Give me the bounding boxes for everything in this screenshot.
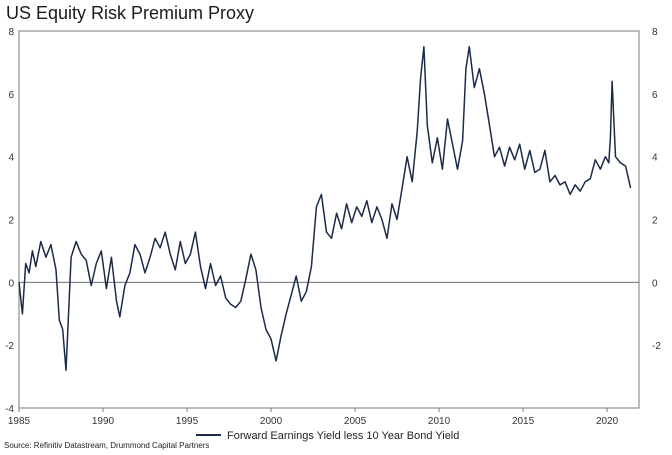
x-tick-label: 2005 bbox=[344, 416, 367, 427]
y-tick-label-right: 0 bbox=[652, 278, 658, 289]
y-tick-label-left: 6 bbox=[8, 90, 14, 101]
x-tick-label: 2000 bbox=[260, 416, 283, 427]
series-line-equity-risk-premium bbox=[18, 45, 632, 372]
y-axis-right: -2 0 2 4 6 8 bbox=[652, 27, 661, 352]
y-tick-label-right: 6 bbox=[652, 90, 658, 101]
plot-frame bbox=[18, 30, 640, 409]
legend: Forward Earnings Yield less 10 Year Bond… bbox=[196, 430, 459, 442]
y-tick-label-left: 2 bbox=[8, 216, 14, 227]
y-tick-label-left: -4 bbox=[5, 404, 14, 415]
x-tick-label: 2015 bbox=[512, 416, 535, 427]
y-tick-label-right: 8 bbox=[652, 27, 658, 38]
y-axis-left: -4 -2 0 2 4 6 8 bbox=[5, 27, 14, 415]
y-tick-label-left: 0 bbox=[8, 278, 14, 289]
y-tick-label-right: 2 bbox=[652, 216, 658, 227]
y-tick-label-right: -2 bbox=[652, 341, 661, 352]
x-tick-label: 1995 bbox=[176, 416, 199, 427]
chart-title: US Equity Risk Premium Proxy bbox=[6, 3, 255, 23]
x-tick-label: 2010 bbox=[428, 416, 451, 427]
legend-label: Forward Earnings Yield less 10 Year Bond… bbox=[227, 430, 459, 442]
source-note: Source: Refinitiv Datastream, Drummond C… bbox=[4, 441, 210, 450]
y-tick-label-left: 8 bbox=[8, 27, 14, 38]
y-tick-label-right: 4 bbox=[652, 153, 658, 164]
x-tick-label: 1985 bbox=[8, 416, 31, 427]
y-tick-label-left: -2 bbox=[5, 341, 14, 352]
x-tick-label: 2020 bbox=[596, 416, 619, 427]
y-tick-label-left: 4 bbox=[8, 153, 14, 164]
x-axis: 1985 1990 1995 2000 2005 2010 2015 2020 bbox=[8, 408, 619, 427]
x-tick-label: 1990 bbox=[92, 416, 115, 427]
